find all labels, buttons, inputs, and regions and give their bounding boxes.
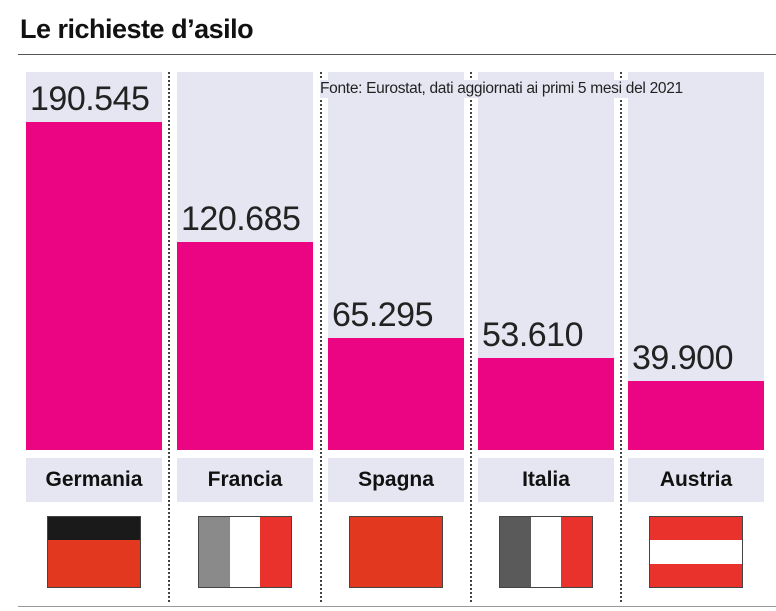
flag-spagna-icon <box>349 516 443 588</box>
flag-stripe <box>48 540 140 564</box>
category-label-spagna: Spagna <box>358 468 434 491</box>
flag-stripe <box>199 517 230 587</box>
category-band <box>478 458 614 502</box>
title-rule <box>18 54 776 55</box>
value-label-austria: 39.900 <box>632 339 734 377</box>
flag-stripe <box>350 517 442 541</box>
category-label-austria: Austria <box>659 468 733 491</box>
value-label-spagna: 65.295 <box>332 296 434 334</box>
flag-stripe <box>650 517 742 541</box>
flag-stripe <box>350 540 442 564</box>
bar-francia <box>177 242 313 450</box>
category-label-italia: Italia <box>522 468 570 491</box>
category-label-francia: Francia <box>207 468 283 491</box>
value-label-italia: 53.610 <box>482 316 584 354</box>
bar-italia <box>478 358 614 450</box>
source-note: Fonte: Eurostat, dati aggiornati ai prim… <box>320 80 683 98</box>
flag-italia-icon <box>499 516 593 588</box>
value-label-francia: 120.685 <box>181 200 301 238</box>
category-label-germania: Germania <box>45 468 143 491</box>
flag-stripe <box>650 563 742 587</box>
category-band <box>177 458 313 502</box>
category-band <box>26 458 162 502</box>
flag-stripe <box>530 517 562 587</box>
flag-stripe <box>48 517 140 541</box>
chart-title: Le richieste d’asilo <box>20 14 254 44</box>
flag-stripe <box>350 563 442 587</box>
value-label-germania: 190.545 <box>30 80 150 118</box>
flag-francia-icon <box>198 516 292 588</box>
flag-stripe <box>48 563 140 587</box>
flag-germania-icon <box>47 516 141 588</box>
flag-stripe <box>500 517 531 587</box>
column-separator <box>168 72 170 602</box>
flag-stripe <box>260 517 291 587</box>
flag-austria-icon <box>649 516 743 588</box>
bar-austria <box>628 381 764 450</box>
category-band <box>328 458 464 502</box>
category-band <box>628 458 764 502</box>
bar-spagna <box>328 338 464 450</box>
flag-stripe <box>650 540 742 564</box>
column-separator <box>470 72 472 602</box>
bottom-rule <box>18 606 776 607</box>
column-separator <box>620 72 622 602</box>
flag-stripe <box>561 517 592 587</box>
bar-germania <box>26 122 162 450</box>
flag-stripe <box>229 517 261 587</box>
column-separator <box>320 72 322 602</box>
